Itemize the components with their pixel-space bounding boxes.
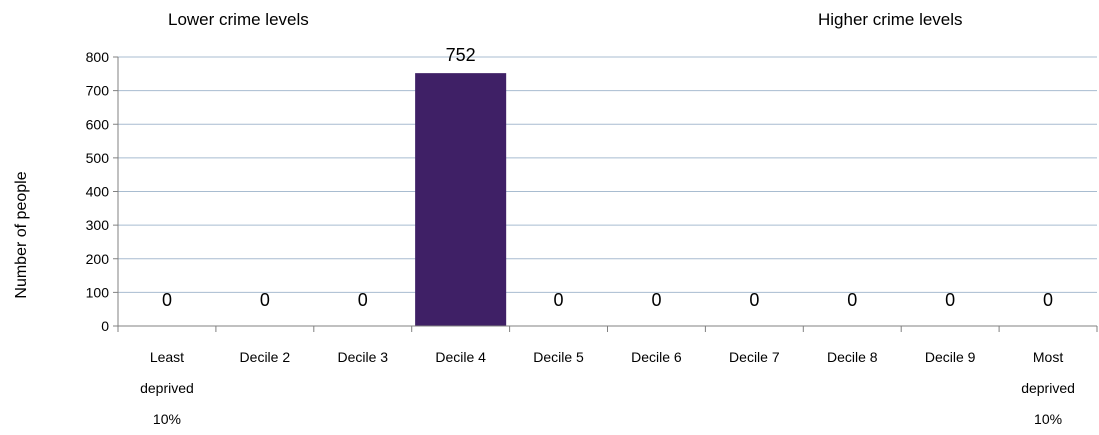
data-label-4: 0 bbox=[554, 290, 564, 310]
y-tick-label-800: 800 bbox=[86, 49, 110, 65]
x-tick-label-0: Least deprived 10% bbox=[140, 349, 194, 427]
x-tick-label-6: Decile 7 bbox=[729, 349, 780, 365]
data-label-5: 0 bbox=[651, 290, 661, 310]
gridlines bbox=[118, 56, 1097, 293]
y-tick-label-300: 300 bbox=[86, 217, 110, 233]
data-label-1: 0 bbox=[260, 290, 270, 310]
y-tick-label-400: 400 bbox=[86, 184, 110, 200]
data-labels: 0 0 0 752 0 0 0 0 0 0 bbox=[162, 45, 1053, 310]
data-label-3: 752 bbox=[446, 45, 476, 65]
annotation-lower-crime: Lower crime levels bbox=[168, 10, 309, 29]
x-tick-label-9: Most deprived 10% bbox=[1021, 349, 1075, 427]
bars bbox=[415, 73, 507, 326]
y-tick-label-500: 500 bbox=[86, 150, 110, 166]
y-tick-labels: 0 100 200 300 400 500 600 700 800 bbox=[86, 49, 110, 334]
x-tick-labels: Least deprived 10% Decile 2 Decile 3 Decile 4… bbox=[140, 349, 1075, 427]
data-label-9: 0 bbox=[1043, 290, 1053, 310]
x-tick-label-5: Decile 6 bbox=[631, 349, 682, 365]
data-label-6: 0 bbox=[749, 290, 759, 310]
y-tick-label-0: 0 bbox=[101, 318, 109, 334]
data-label-7: 0 bbox=[847, 290, 857, 310]
y-tick-label-600: 600 bbox=[86, 116, 110, 132]
y-tick-label-700: 700 bbox=[86, 83, 110, 99]
x-tick-label-7: Decile 8 bbox=[827, 349, 878, 365]
data-label-2: 0 bbox=[358, 290, 368, 310]
annotation-higher-crime: Higher crime levels bbox=[818, 10, 963, 29]
bar-3 bbox=[415, 73, 507, 326]
y-tick-label-100: 100 bbox=[86, 284, 110, 300]
data-label-8: 0 bbox=[945, 290, 955, 310]
x-tick-label-2: Decile 3 bbox=[337, 349, 388, 365]
x-tick-label-3: Decile 4 bbox=[435, 349, 486, 365]
data-label-0: 0 bbox=[162, 290, 172, 310]
x-tick-label-4: Decile 5 bbox=[533, 349, 584, 365]
y-tick-label-200: 200 bbox=[86, 251, 110, 267]
axes bbox=[113, 56, 1098, 332]
x-tick-label-1: Decile 2 bbox=[240, 349, 291, 365]
x-tick-label-8: Decile 9 bbox=[925, 349, 976, 365]
